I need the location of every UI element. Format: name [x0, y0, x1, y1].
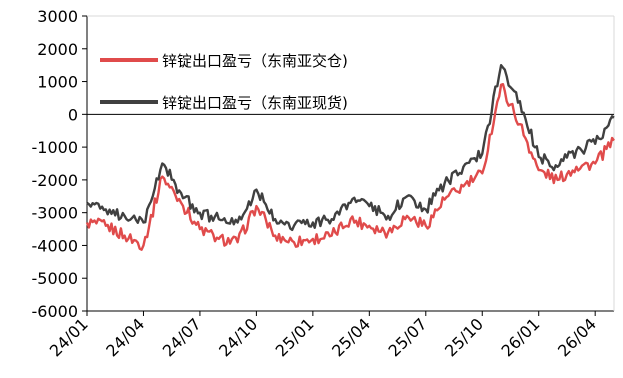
legend: 锌锭出口盈亏（东南亚交仓) 锌锭出口盈亏（东南亚现货) — [100, 52, 348, 112]
y-tick-label: -3000 — [32, 204, 79, 223]
y-axis-ticks: 3000 2000 1000 0 -1000 -2000 -3000 -4000 -5000 -6… — [32, 7, 87, 321]
y-tick-label: -5000 — [32, 269, 79, 288]
series-line-1 — [85, 82, 615, 251]
x-tick-label: 25/01 — [272, 314, 318, 360]
legend-label-1: 锌锭出口盈亏（东南亚交仓) — [162, 52, 348, 70]
x-tick-label: 24/04 — [102, 314, 148, 360]
y-tick-label: 1000 — [37, 73, 78, 92]
x-tick-label: 24/07 — [159, 314, 205, 360]
y-tick-label: 0 — [68, 105, 78, 124]
x-tick-label: 24/10 — [215, 314, 261, 360]
series-layer — [85, 63, 615, 251]
y-tick-label: 2000 — [37, 40, 78, 59]
y-tick-label: -2000 — [32, 171, 79, 190]
x-tick-label: 25/07 — [385, 314, 431, 360]
y-tick-label: -1000 — [32, 138, 79, 157]
plot-area — [86, 15, 615, 312]
x-tick-label: 26/01 — [498, 314, 544, 360]
series-line-2 — [86, 63, 615, 232]
y-tick-label: -6000 — [32, 302, 79, 321]
x-tick-label: 25/10 — [441, 314, 487, 360]
x-axis-ticks: 24/01 24/04 24/07 24/10 25/01 25/04 25/07 25/10… — [46, 311, 600, 360]
y-tick-label: -4000 — [32, 236, 79, 255]
x-tick-label: 24/01 — [46, 314, 92, 360]
legend-label-2: 锌锭出口盈亏（东南亚现货) — [162, 94, 348, 112]
x-tick-label: 26/04 — [554, 314, 600, 360]
x-tick-label: 25/04 — [328, 314, 374, 360]
y-tick-label: 3000 — [37, 7, 78, 26]
